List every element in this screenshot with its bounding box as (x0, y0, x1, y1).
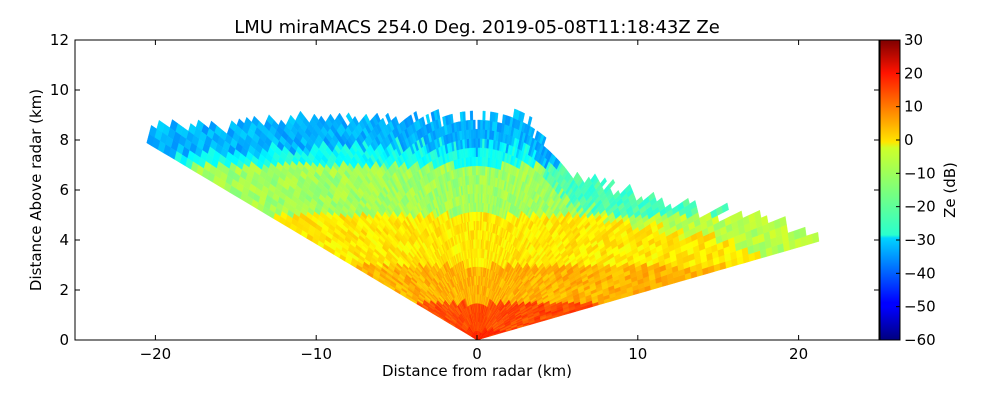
y-tick-label: 6 (59, 181, 69, 199)
colorbar-tick-label: −40 (904, 264, 936, 282)
radar-cell (473, 147, 476, 157)
radar-cell (459, 111, 464, 122)
radar-cell (600, 177, 607, 188)
radar-cell (442, 116, 447, 127)
radar-cell (477, 156, 480, 167)
colorbar (879, 39, 901, 341)
radar-cell (385, 112, 392, 124)
y-tick-label: 0 (59, 331, 69, 349)
colorbar-tick-label: 30 (904, 31, 923, 49)
radar-cell (475, 174, 478, 185)
radar-cell (482, 119, 486, 130)
chart-title: LMU miraMACS 254.0 Deg. 2019-05-08T11:18… (234, 17, 720, 38)
radar-cell (475, 147, 478, 157)
colorbar-axis: 30 20 10 0 −10 −20 −30 −40 −50 −60 (896, 31, 936, 349)
radar-cell (413, 110, 419, 122)
radar-cell (475, 128, 478, 139)
radar-cell (477, 183, 480, 194)
radar-cell (477, 128, 481, 139)
radar-cell (811, 232, 820, 244)
reflectivity-field (146, 108, 820, 340)
radar-cell (477, 138, 481, 148)
radar-cell (664, 203, 673, 214)
colorbar-tick-label: −50 (904, 298, 936, 316)
radar-cell (656, 197, 664, 207)
radar-cell (479, 138, 483, 148)
radar-cell (479, 128, 483, 139)
x-tick-label: 20 (789, 345, 808, 363)
x-axis: −20 −10 0 10 20 (140, 40, 808, 363)
radar-cell (472, 119, 476, 130)
radar-cell (475, 138, 478, 148)
colorbar-tick-label: 10 (904, 98, 923, 116)
colorbar-label: Ze (dB) (941, 162, 959, 218)
radar-cell (475, 156, 478, 167)
radar-cell (479, 119, 483, 130)
radar-cell (479, 147, 483, 158)
radar-cell (482, 110, 486, 121)
colorbar-tick-label: −20 (904, 198, 936, 216)
x-axis-label: Distance from radar (km) (382, 362, 572, 380)
y-axis-label: Distance Above radar (km) (27, 89, 45, 291)
radar-cell (624, 183, 632, 194)
radar-cell (590, 173, 598, 184)
colorbar-tick-label: 20 (904, 64, 923, 82)
radar-cell (481, 129, 485, 139)
x-tick-label: 10 (628, 345, 647, 363)
radar-cell (753, 210, 762, 221)
radar-cell (608, 178, 616, 189)
radar-cell (345, 112, 353, 124)
radar-cell (779, 216, 787, 228)
radar-cell (425, 113, 431, 125)
y-tick-label: 10 (50, 81, 69, 99)
colorbar-tick-label: −60 (904, 331, 936, 349)
radar-cell (799, 226, 807, 238)
radar-cell (469, 110, 474, 121)
radar-cell (477, 119, 481, 130)
radar-cell (477, 165, 480, 176)
radar-cell (475, 165, 478, 176)
radar-cell (477, 211, 480, 222)
radar-cell (527, 115, 533, 127)
radar-cell (501, 114, 506, 125)
radar-cell (479, 174, 482, 185)
radar-cell (721, 202, 729, 213)
radar-cell (146, 133, 155, 147)
radar-cell (636, 196, 644, 206)
colorbar-tick-label: −30 (904, 231, 936, 249)
radar-cell (477, 147, 481, 157)
radar-cell (584, 176, 591, 187)
y-tick-label: 8 (59, 131, 69, 149)
plot-area (146, 108, 820, 340)
radar-cell (475, 193, 478, 203)
radar-cell (430, 111, 436, 122)
colorbar-tick-label: −10 (904, 164, 936, 182)
y-tick-label: 12 (50, 31, 69, 49)
colorbar-tick-label: 0 (904, 131, 914, 149)
y-axis: 0 2 4 6 8 10 12 (50, 31, 879, 349)
radar-cell (479, 165, 482, 176)
radar-cell (689, 200, 697, 210)
radar-cell (682, 197, 690, 208)
radar-cell (760, 215, 769, 226)
radar-cell (648, 191, 656, 202)
y-tick-label: 2 (59, 281, 69, 299)
x-tick-label: 0 (472, 345, 482, 363)
radar-cell (512, 108, 518, 120)
radar-cell (489, 111, 494, 122)
x-tick-label: −20 (140, 345, 172, 363)
y-tick-label: 4 (59, 231, 69, 249)
radar-cell (613, 189, 621, 200)
radar-cell (573, 171, 580, 182)
radar-cell (735, 210, 744, 221)
x-tick-label: −10 (300, 345, 332, 363)
radar-cell (477, 193, 480, 203)
radar-cell (534, 130, 540, 142)
